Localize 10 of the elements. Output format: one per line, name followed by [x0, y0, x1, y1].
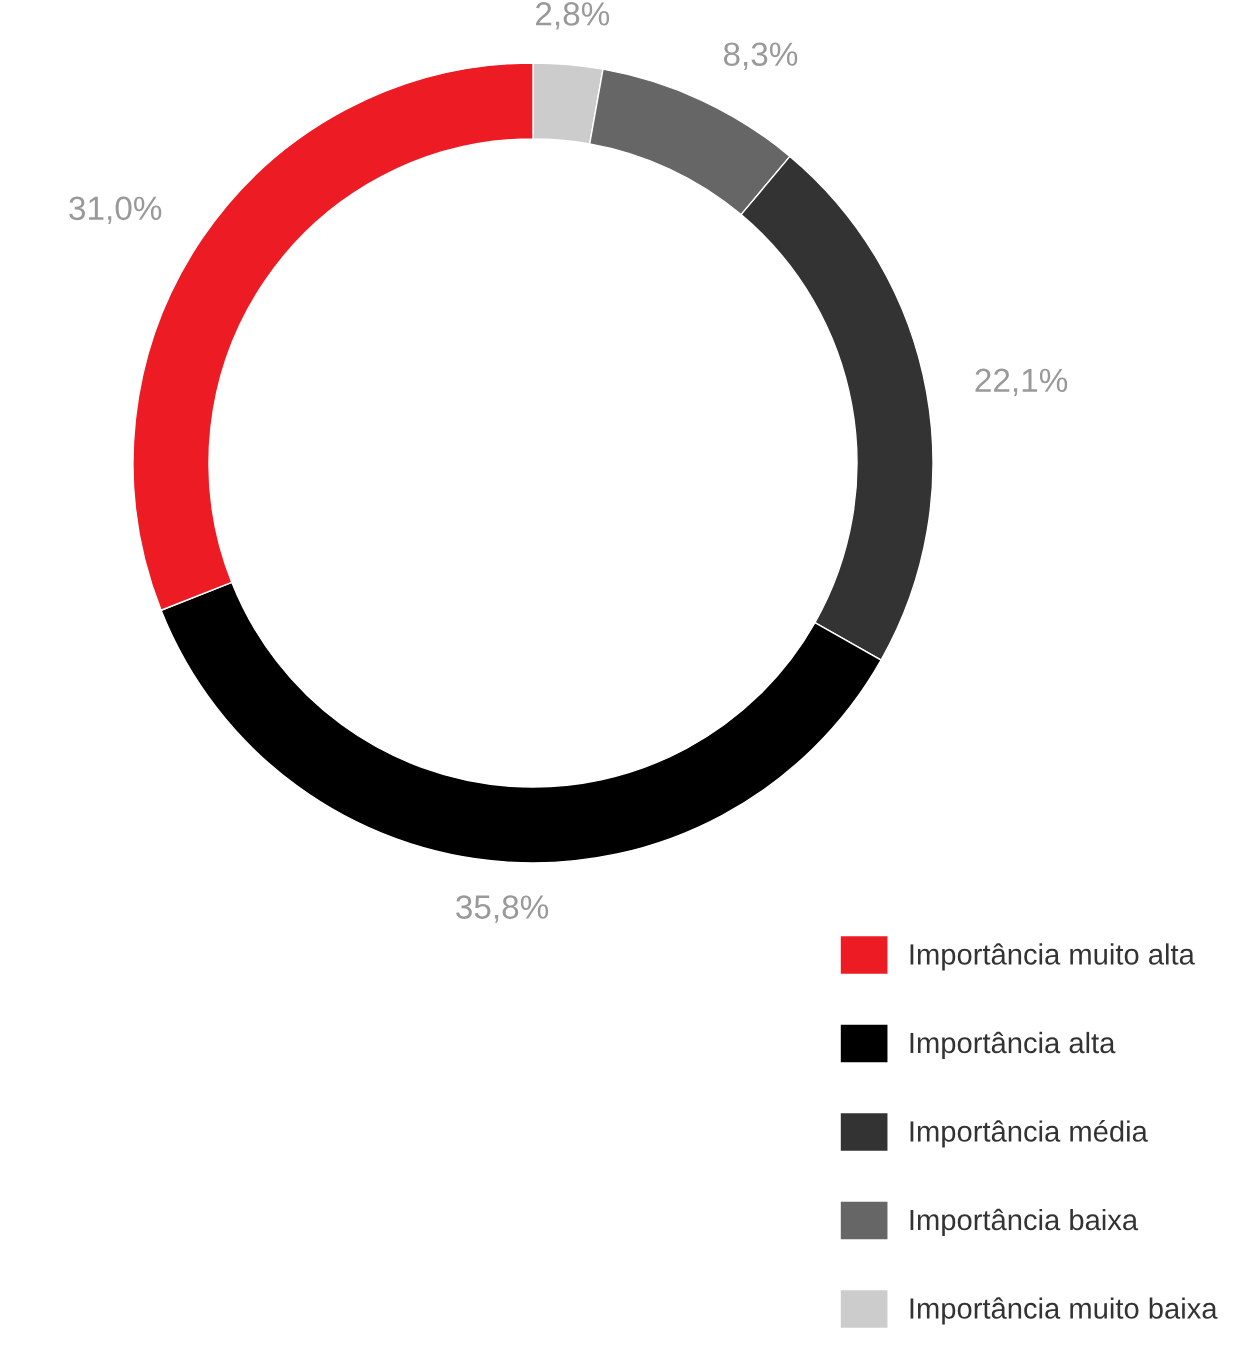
data-label: 31,0%: [69, 196, 162, 225]
legend-label: Importância média: [910, 1120, 1148, 1148]
legend-label: Importância muito alta: [910, 943, 1195, 971]
data-label: 35,8%: [456, 895, 549, 923]
data-label: 8,3%: [723, 42, 798, 70]
legend-label: Importância muito baixa: [910, 1297, 1218, 1325]
data-label: 22,1%: [975, 368, 1068, 397]
data-label: 2,8%: [536, 2, 610, 30]
legend-label: Importância baixa: [910, 1208, 1139, 1237]
legend-label: Importância alta: [910, 1031, 1116, 1060]
